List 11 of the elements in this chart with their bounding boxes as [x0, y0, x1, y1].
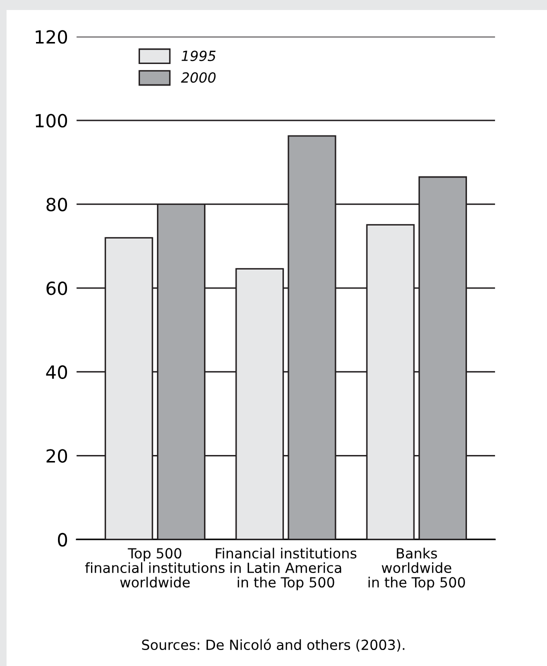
y-tick-label: 40 — [46, 365, 68, 379]
source-note: Sources: De Nicoló and others (2003). — [142, 638, 404, 652]
y-tick-label: 60 — [46, 282, 68, 296]
y-tick-label: 0 — [58, 532, 68, 547]
y-tick-label: 120 — [36, 30, 68, 44]
y-tick-label: 80 — [46, 198, 68, 212]
y-tick-label: 20 — [46, 449, 68, 463]
legend-label: 2000 — [181, 72, 216, 83]
x-tick-label: Banks worldwide in the Top 500 — [368, 548, 465, 590]
legend-label: 1995 — [182, 50, 216, 62]
y-tick-label: 100 — [36, 114, 68, 128]
